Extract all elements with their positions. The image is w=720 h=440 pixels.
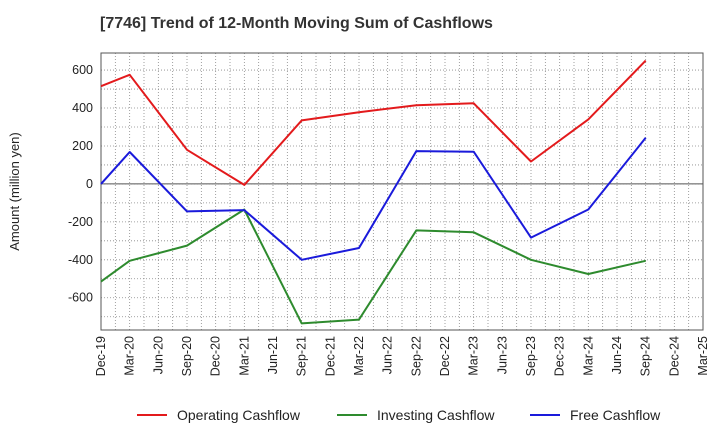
y-axis-ticks: 600 400 200 0 -200 -400 -600 (68, 63, 93, 305)
legend: Operating Cashflow Investing Cashflow Free… (137, 407, 661, 423)
x-tick-label: Jun-23 (495, 336, 509, 374)
free-cashflow-line (100, 137, 647, 261)
y-tick-label: 0 (86, 177, 93, 191)
x-tick-label: Dec-23 (553, 336, 567, 376)
legend-label-operating-cashflow: Operating Cashflow (177, 407, 301, 423)
legend-label-investing-cashflow: Investing Cashflow (377, 407, 495, 423)
x-tick-label: Mar-21 (237, 336, 251, 376)
x-tick-label: Sep-22 (409, 336, 423, 376)
x-tick-label: Jun-21 (266, 336, 280, 374)
chart-title: [7746] Trend of 12-Month Moving Sum of C… (100, 15, 493, 32)
x-tick-label: Mar-24 (581, 336, 595, 376)
x-tick-label: Jun-20 (151, 336, 165, 374)
x-tick-label: Sep-20 (180, 336, 194, 376)
x-tick-label: Mar-22 (352, 336, 366, 376)
y-tick-label: 200 (72, 139, 93, 153)
operating-cashflow-line (100, 59, 647, 186)
x-tick-label: Dec-20 (209, 336, 223, 376)
series-lines (100, 59, 647, 325)
x-tick-label: Jun-22 (381, 336, 395, 374)
x-tick-label: Sep-23 (524, 336, 538, 376)
y-axis-label: Amount (million yen) (7, 132, 22, 251)
y-tick-label: -600 (68, 291, 93, 305)
x-tick-label: Mar-25 (696, 336, 710, 376)
grid (101, 53, 703, 330)
x-tick-label: Sep-24 (639, 336, 653, 376)
legend-label-free-cashflow: Free Cashflow (570, 407, 661, 423)
x-tick-label: Dec-22 (438, 336, 452, 376)
x-tick-label: Dec-21 (323, 336, 337, 376)
x-tick-label: Sep-21 (295, 336, 309, 376)
y-tick-label: 600 (72, 63, 93, 77)
plot-frame (100, 52, 704, 331)
x-tick-label: Mar-23 (467, 336, 481, 376)
x-tick-label: Dec-19 (94, 336, 108, 376)
investing-cashflow-line (100, 208, 646, 325)
x-tick-label: Mar-20 (123, 336, 137, 376)
y-tick-label: -400 (68, 253, 93, 267)
x-axis-ticks: Dec-19 Mar-20 Jun-20 Sep-20 Dec-20 Mar-21 Jun-… (94, 336, 710, 376)
x-tick-label: Jun-24 (610, 336, 624, 374)
y-tick-label: 400 (72, 101, 93, 115)
x-tick-label: Dec-24 (667, 336, 681, 376)
y-tick-label: -200 (68, 215, 93, 229)
